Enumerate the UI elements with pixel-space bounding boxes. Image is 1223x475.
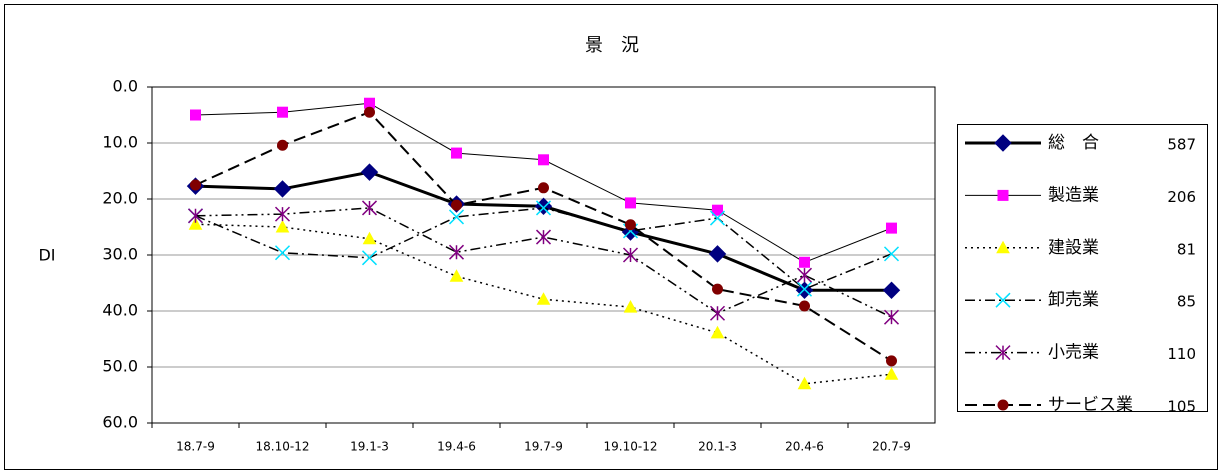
chart-title: 景 況	[585, 35, 639, 56]
marker	[538, 154, 549, 166]
marker	[274, 206, 291, 222]
marker	[883, 309, 900, 325]
marker	[797, 376, 812, 390]
legend-label: 建設業	[1048, 238, 1099, 258]
legend-count: 206	[1167, 188, 1196, 206]
marker	[796, 267, 813, 283]
marker	[994, 134, 1012, 152]
x-tick-label: 18.7-9	[176, 440, 215, 454]
marker	[362, 231, 377, 245]
marker	[799, 300, 810, 312]
marker	[796, 281, 813, 297]
x-tick-label: 19.1-3	[350, 440, 389, 454]
marker	[277, 106, 288, 118]
marker	[882, 281, 901, 299]
marker	[273, 180, 292, 198]
marker	[535, 200, 552, 216]
marker	[361, 200, 378, 216]
marker	[712, 204, 723, 216]
marker	[360, 163, 379, 181]
marker	[883, 246, 900, 262]
marker	[361, 250, 378, 266]
legend-count: 105	[1167, 398, 1196, 416]
marker	[708, 245, 727, 263]
x-tick-label: 20.4-6	[785, 440, 824, 454]
marker	[448, 244, 465, 260]
marker	[997, 189, 1009, 201]
legend-count: 81	[1177, 240, 1196, 258]
x-tick-label: 20.1-3	[698, 440, 737, 454]
marker	[997, 399, 1009, 411]
marker	[277, 139, 288, 151]
marker	[623, 300, 638, 313]
marker	[625, 219, 636, 231]
y-tick-label: 10.0	[102, 133, 138, 152]
x-tick-label: 20.7-9	[872, 440, 911, 454]
y-tick-label: 20.0	[102, 189, 138, 208]
legend-count: 587	[1167, 136, 1196, 154]
marker	[190, 109, 201, 121]
legend-count: 110	[1167, 345, 1196, 363]
y-tick-label: 0.0	[113, 77, 138, 96]
legend-box	[957, 124, 1208, 412]
legend-label: 製造業	[1048, 185, 1099, 205]
marker	[188, 217, 203, 230]
marker	[451, 199, 462, 211]
marker	[884, 367, 899, 380]
marker	[709, 305, 726, 321]
marker	[886, 355, 897, 367]
x-tick-label: 19.4-6	[437, 440, 476, 454]
marker	[710, 325, 725, 339]
marker	[625, 197, 636, 209]
x-tick-label: 19.7-9	[524, 440, 563, 454]
marker	[538, 182, 549, 194]
legend-label: 卸売業	[1048, 290, 1099, 310]
marker	[995, 345, 1011, 361]
y-tick-label: 40.0	[102, 301, 138, 320]
y-tick-label: 30.0	[102, 245, 138, 264]
legend-count: 85	[1177, 293, 1196, 311]
x-tick-label: 18.10-12	[256, 440, 310, 454]
marker	[451, 147, 462, 159]
marker	[799, 256, 810, 268]
y-tick-label: 50.0	[102, 357, 138, 376]
plot-border	[151, 86, 936, 424]
marker	[996, 240, 1010, 254]
marker	[535, 229, 552, 245]
marker	[190, 179, 201, 191]
legend-label: サービス業	[1048, 395, 1133, 415]
y-axis-label: DI	[38, 246, 55, 265]
marker	[275, 219, 290, 233]
marker	[886, 222, 897, 234]
marker	[995, 292, 1011, 308]
legend-label: 小売業	[1048, 343, 1099, 363]
legend-label: 総 合	[1048, 133, 1099, 153]
marker	[274, 245, 291, 261]
marker	[622, 247, 639, 263]
y-tick-label: 60.0	[102, 413, 138, 432]
marker	[448, 209, 465, 225]
marker	[709, 210, 726, 226]
marker	[712, 283, 723, 295]
marker	[364, 106, 375, 118]
marker	[536, 292, 551, 305]
x-tick-label: 19.10-12	[604, 440, 658, 454]
marker	[449, 269, 464, 282]
marker	[187, 208, 204, 224]
